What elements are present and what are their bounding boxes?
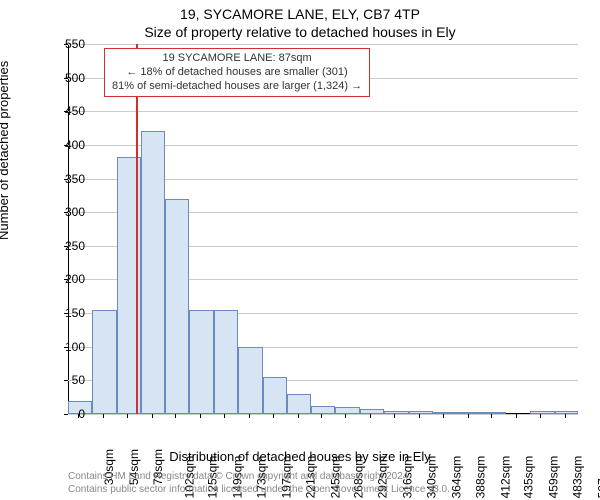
x-tick-label: 364sqm <box>450 413 464 456</box>
y-tick-mark <box>64 414 68 415</box>
x-tick-label: 340sqm <box>425 413 439 456</box>
x-tick-mark <box>321 414 322 418</box>
x-tick-mark <box>298 414 299 418</box>
x-tick-mark <box>491 414 492 418</box>
x-tick-label: 149sqm <box>230 413 244 456</box>
x-tick-label: 316sqm <box>401 413 415 456</box>
histogram-bar <box>238 347 262 414</box>
y-tick-label: 200 <box>65 272 85 286</box>
x-tick-mark <box>345 414 346 418</box>
histogram-bar <box>92 310 116 414</box>
x-tick-mark <box>370 414 371 418</box>
x-tick-mark <box>175 414 176 418</box>
x-tick-mark <box>200 414 201 418</box>
histogram-bar <box>214 310 238 414</box>
x-tick-mark <box>419 414 420 418</box>
reference-info-box: 19 SYCAMORE LANE: 87sqm← 18% of detached… <box>104 48 370 97</box>
histogram-bar <box>141 131 164 414</box>
chart-title-main: 19, SYCAMORE LANE, ELY, CB7 4TP <box>0 6 600 22</box>
x-tick-mark <box>468 414 469 418</box>
histogram-plot: 30sqm54sqm78sqm102sqm125sqm149sqm173sqm1… <box>68 44 578 414</box>
gridline-h <box>68 44 578 45</box>
y-axis-label: Number of detached properties <box>0 61 11 240</box>
x-tick-label: 30sqm <box>102 413 116 449</box>
x-tick-label: 245sqm <box>328 413 342 456</box>
footer-attribution: Contains HM Land Registry data © Crown c… <box>68 471 450 496</box>
x-tick-mark <box>127 414 128 418</box>
y-tick-label: 250 <box>65 239 85 253</box>
x-tick-mark <box>249 414 250 418</box>
x-tick-mark <box>516 414 517 418</box>
info-box-line: 81% of semi-detached houses are larger (… <box>112 80 362 94</box>
x-tick-mark <box>443 414 444 418</box>
y-tick-mark <box>64 380 68 381</box>
x-tick-mark <box>103 414 104 418</box>
x-tick-label: 412sqm <box>499 413 513 456</box>
x-tick-label: 102sqm <box>182 413 196 456</box>
footer-line-2: Contains public sector information licen… <box>68 484 450 497</box>
x-tick-label: 54sqm <box>127 413 141 449</box>
y-tick-label: 350 <box>65 172 85 186</box>
x-tick-label: 125sqm <box>206 413 220 456</box>
x-tick-label: 221sqm <box>304 413 318 456</box>
info-box-line: 19 SYCAMORE LANE: 87sqm <box>112 52 362 66</box>
info-box-line: ← 18% of detached houses are smaller (30… <box>112 66 362 80</box>
y-tick-label: 550 <box>65 37 85 51</box>
y-tick-label: 300 <box>65 205 85 219</box>
gridline-h <box>68 111 578 112</box>
histogram-bar <box>287 394 310 414</box>
x-tick-mark <box>273 414 274 418</box>
x-tick-mark <box>540 414 541 418</box>
histogram-bar <box>189 310 213 414</box>
y-tick-label: 50 <box>72 373 85 387</box>
y-tick-label: 450 <box>65 104 85 118</box>
x-tick-label: 292sqm <box>376 413 390 456</box>
y-axis-line <box>68 44 69 414</box>
x-tick-label: 268sqm <box>352 413 366 456</box>
histogram-bar <box>165 199 189 414</box>
y-tick-label: 400 <box>65 138 85 152</box>
x-tick-mark <box>565 414 566 418</box>
x-tick-label: 507sqm <box>595 413 600 456</box>
chart-title-sub: Size of property relative to detached ho… <box>0 24 600 40</box>
y-tick-label: 150 <box>65 306 85 320</box>
histogram-bar <box>263 377 287 414</box>
x-tick-label: 173sqm <box>255 413 269 456</box>
y-tick-label: 100 <box>65 340 85 354</box>
reference-line <box>136 44 138 414</box>
x-tick-label: 435sqm <box>522 413 536 456</box>
x-tick-label: 459sqm <box>546 413 560 456</box>
x-tick-label: 483sqm <box>571 413 585 456</box>
x-tick-mark <box>394 414 395 418</box>
x-tick-label: 388sqm <box>474 413 488 456</box>
x-tick-mark <box>224 414 225 418</box>
x-tick-mark <box>152 414 153 418</box>
x-tick-label: 78sqm <box>151 413 165 449</box>
footer-line-1: Contains HM Land Registry data © Crown c… <box>68 471 450 484</box>
y-tick-label: 500 <box>65 71 85 85</box>
x-tick-label: 197sqm <box>279 413 293 456</box>
y-tick-label: 0 <box>78 407 85 421</box>
